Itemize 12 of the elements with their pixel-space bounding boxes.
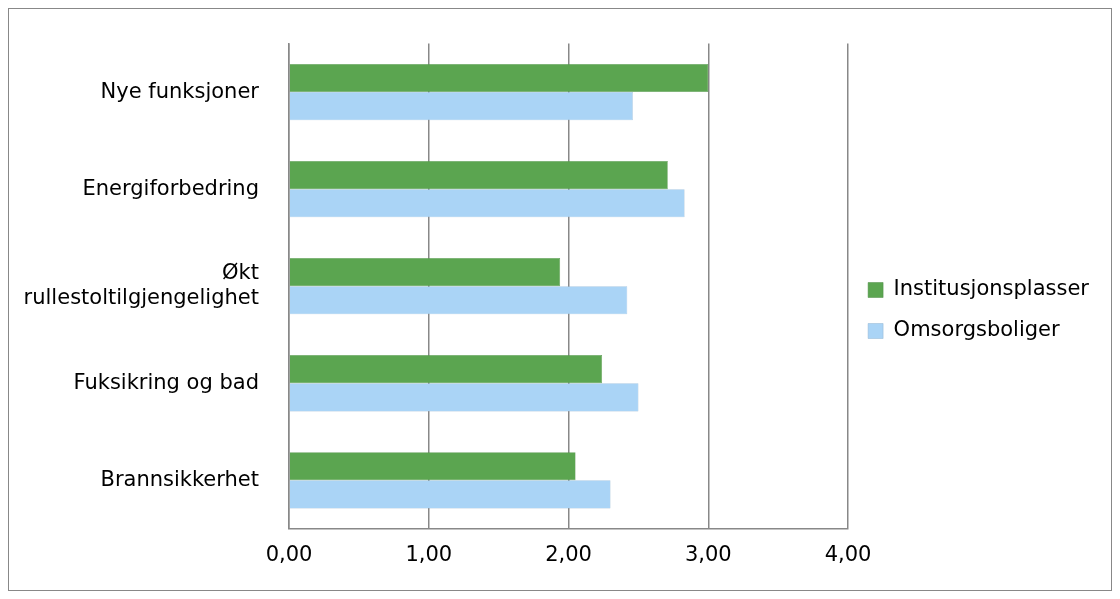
legend-label: Institusjonsplasser (893, 276, 1090, 301)
y-tick-label: Fuksikring og bad (73, 369, 259, 394)
y-tick-label: Nye funksjoner (100, 78, 260, 103)
x-tick-label: 2,00 (545, 541, 592, 566)
y-tick-label: Energiforbedring (82, 175, 259, 200)
y-tick-label: Brannsikkerhet (100, 466, 259, 491)
x-tick-label: 3,00 (684, 541, 732, 566)
x-tick-label: 0,00 (265, 541, 313, 566)
x-tick-label: 4,00 (824, 541, 872, 566)
legend-label: Omsorgsboliger (893, 317, 1061, 342)
y-tick-label: Økt rullestoltilgjengelighet (23, 260, 259, 310)
x-tick-label: 1,00 (405, 541, 453, 566)
